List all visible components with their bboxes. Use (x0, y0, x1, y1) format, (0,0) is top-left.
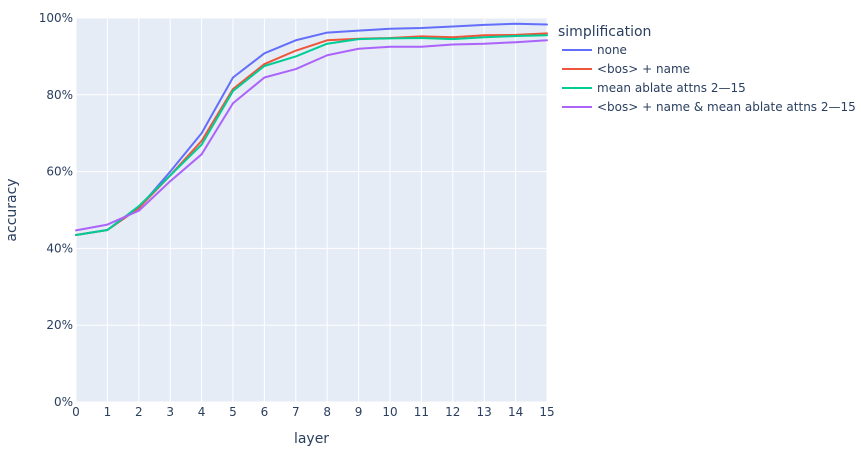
x-tick-label: 13 (477, 405, 492, 419)
x-tick-label: 14 (508, 405, 523, 419)
legend: simplification none <bos> + name mean abla… (558, 24, 856, 114)
series-line-2 (75, 34, 548, 236)
y-tick-label: 40% (46, 241, 73, 255)
x-tick-label: 2 (135, 405, 143, 419)
x-tick-label: 1 (104, 405, 112, 419)
legend-label: <bos> + name & mean ablate attns 2—15 (597, 100, 856, 114)
plot-background (76, 18, 547, 402)
y-axis-title: accuracy (4, 178, 20, 241)
y-tick-label: 0% (54, 395, 73, 409)
y-tick-label: 100% (39, 11, 73, 25)
x-tick-label: 12 (445, 405, 460, 419)
x-tick-label: 5 (229, 405, 237, 419)
x-tick-label: 3 (166, 405, 174, 419)
y-tick-label: 60% (46, 165, 73, 179)
x-tick-label: 8 (323, 405, 331, 419)
y-tick-label: 20% (46, 318, 73, 332)
x-tick-label: 9 (355, 405, 363, 419)
legend-item: <bos> + name & mean ablate attns 2—15 (562, 100, 856, 114)
x-tick-label: 11 (414, 405, 429, 419)
x-tick-label: 4 (198, 405, 206, 419)
legend-label: mean ablate attns 2—15 (597, 81, 746, 95)
x-tick-label: 15 (539, 405, 554, 419)
legend-label: <bos> + name (597, 62, 690, 76)
y-tick-label: 80% (46, 88, 73, 102)
x-tick-label: 7 (292, 405, 300, 419)
x-axis-title: layer (294, 431, 329, 447)
legend-item: none (562, 43, 627, 57)
legend-item: <bos> + name (562, 62, 690, 76)
series-line-3 (75, 39, 548, 232)
legend-item: mean ablate attns 2—15 (562, 81, 746, 95)
x-tick-label: 0 (72, 405, 80, 419)
x-tick-label: 10 (382, 405, 397, 419)
plot-area (75, 17, 548, 403)
legend-label: none (597, 43, 627, 57)
legend-title: simplification (558, 24, 651, 40)
x-tick-label: 6 (261, 405, 269, 419)
axes: 0 1 2 3 4 5 6 7 8 9 10 11 12 13 14 150%20%40%60%80%100% (39, 11, 555, 419)
